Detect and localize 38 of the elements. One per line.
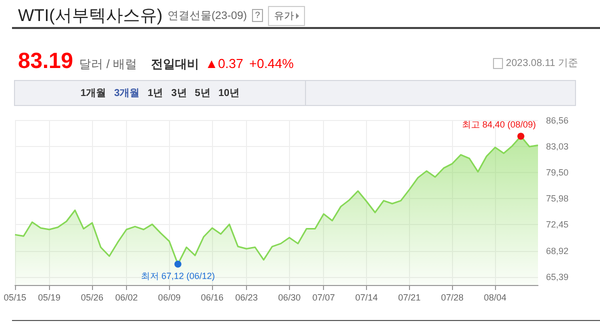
text: 전일대비 bbox=[151, 56, 200, 73]
x-tick-label: 08/04 bbox=[484, 292, 506, 302]
x-tick-label: 06/02 bbox=[115, 292, 138, 302]
text: 1년 bbox=[148, 87, 164, 100]
y-tick-label: 86,56 bbox=[546, 115, 569, 126]
x-tick-label: 06/23 bbox=[235, 292, 258, 302]
y-tick-label: 79,50 bbox=[546, 168, 569, 178]
text: 5년 bbox=[194, 87, 210, 100]
text: 3년 bbox=[171, 87, 187, 100]
text: 1개월 bbox=[80, 87, 106, 100]
y-tick-label: 75,98 bbox=[546, 194, 569, 204]
text: ▲0.37 bbox=[205, 56, 244, 71]
x-tick-label: 06/09 bbox=[158, 292, 181, 302]
chart-title: WTI(서부텍사스유) bbox=[18, 5, 162, 27]
x-tick-label: 05/26 bbox=[80, 292, 104, 302]
annotation: 최고 84,40 (08/09) bbox=[462, 119, 536, 130]
text: 10년 bbox=[218, 87, 240, 100]
y-tick-label: 68,92 bbox=[546, 246, 569, 256]
y-tick-label: 72,45 bbox=[546, 220, 569, 230]
x-tick-label: 05/19 bbox=[38, 292, 61, 302]
text: 83.19 bbox=[18, 48, 74, 74]
x-tick-label: 06/16 bbox=[200, 292, 224, 302]
x-tick-label: 05/15 bbox=[4, 292, 26, 302]
x-tick-label: 07/28 bbox=[440, 292, 464, 302]
x-tick-label: 07/07 bbox=[312, 292, 335, 302]
text: 3개월 bbox=[114, 87, 140, 100]
y-tick-label: 83,03 bbox=[546, 141, 569, 152]
x-tick-label: 07/21 bbox=[398, 292, 421, 302]
x-tick-label: 06/30 bbox=[278, 292, 301, 302]
text: +0.44% bbox=[249, 56, 294, 71]
annotation: 최저 67,12 (06/12) bbox=[140, 271, 215, 282]
y-tick-label: 65,39 bbox=[546, 272, 569, 282]
x-tick-label: 07/14 bbox=[355, 292, 378, 302]
text: 2023.08.11 기준 bbox=[506, 57, 578, 70]
button: 유가 bbox=[268, 6, 305, 26]
text: 달러 / 배럴 bbox=[79, 56, 138, 73]
chart-subtitle: 연결선물(23-09) bbox=[167, 9, 247, 23]
help-icon: ? bbox=[252, 9, 263, 22]
